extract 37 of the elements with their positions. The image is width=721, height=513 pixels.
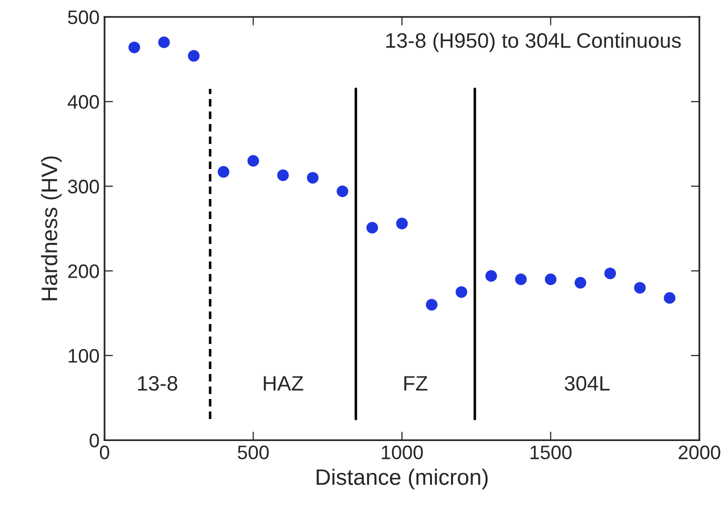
point: [664, 292, 676, 304]
point: [574, 276, 586, 289]
point: [515, 274, 527, 286]
point: [426, 298, 438, 311]
point: [485, 270, 497, 282]
point: [604, 268, 616, 280]
y-axis-title: Hardness (HV): [40, 156, 62, 300]
point: [218, 166, 230, 178]
x-tick-label: 1000: [382, 446, 423, 460]
y-tick-label: 300: [68, 180, 99, 194]
y-tick-label: 0: [90, 434, 99, 448]
y-tick-label: 100: [68, 348, 99, 363]
point: [306, 172, 319, 184]
point: [188, 50, 200, 62]
text: 13-8 (H950) to 304L Continuous: [386, 32, 681, 52]
point: [277, 169, 289, 182]
annotation: 304L: [564, 376, 610, 391]
x-tick-label: 2000: [678, 446, 720, 460]
y-tick-label: 400: [68, 95, 99, 109]
annotation: HAZ: [264, 376, 304, 391]
y-tick-label: 200: [68, 264, 99, 278]
x-axis-title: Distance (micron): [316, 468, 488, 490]
point: [336, 185, 348, 198]
annotation: FZ: [404, 376, 428, 391]
point: [396, 218, 408, 230]
y-tick-label: 500: [68, 10, 99, 24]
point: [456, 286, 468, 298]
x-tick-label: 0: [100, 446, 110, 460]
x-tick-label: 500: [238, 446, 269, 460]
point: [128, 42, 140, 54]
point: [158, 36, 170, 48]
point: [544, 274, 556, 286]
point: [366, 222, 378, 234]
point: [634, 282, 646, 294]
x-tick-label: 1500: [530, 446, 572, 460]
point: [247, 155, 260, 167]
annotation: 13-8: [138, 376, 178, 391]
